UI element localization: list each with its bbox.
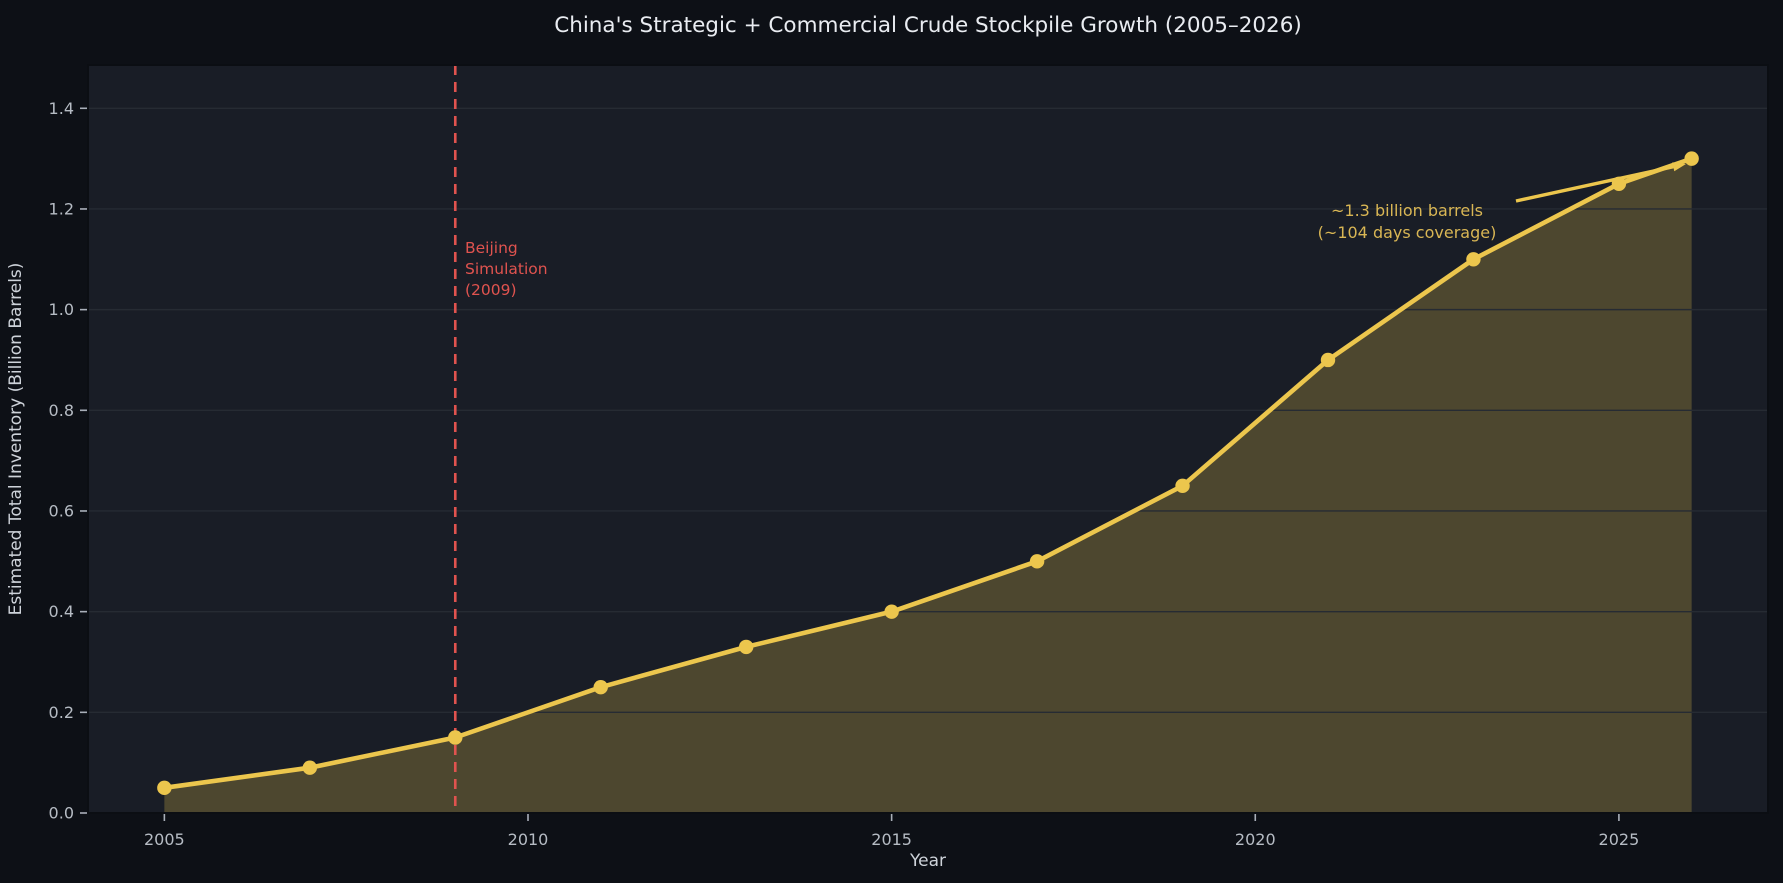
data-point-marker bbox=[884, 604, 899, 619]
x-tick-label: 2015 bbox=[871, 830, 912, 849]
y-tick-label: 0.2 bbox=[49, 703, 74, 722]
data-point-marker bbox=[302, 760, 318, 775]
stockpile-callout-label: ~1.3 billion barrels (~104 days coverage) bbox=[1318, 201, 1497, 242]
y-tick-label: 0.6 bbox=[49, 501, 74, 520]
beijing-simulation-vline-label: Beijing Simulation (2009) bbox=[465, 239, 548, 299]
y-axis-label: Estimated Total Inventory (Billion Barre… bbox=[6, 263, 26, 616]
x-tick-label: 2010 bbox=[508, 830, 549, 849]
y-tick-label: 0.0 bbox=[49, 804, 74, 823]
stockpile-callout-arrow-line bbox=[1515, 165, 1674, 203]
y-tick-label: 0.4 bbox=[49, 602, 74, 621]
y-tick-label: 1.4 bbox=[49, 99, 74, 118]
chart-title: China's Strategic + Commercial Crude Sto… bbox=[554, 13, 1302, 38]
y-tick-label: 1.0 bbox=[49, 300, 74, 319]
data-point-marker bbox=[448, 730, 463, 745]
y-tick-label: 0.8 bbox=[49, 401, 74, 420]
x-tick-label: 2025 bbox=[1599, 830, 1640, 849]
data-point-marker bbox=[157, 780, 172, 796]
trend-line bbox=[162, 156, 1694, 791]
data-point-marker bbox=[593, 679, 608, 695]
x-axis-label: Year bbox=[909, 851, 946, 871]
data-point-marker bbox=[1320, 352, 1336, 368]
plot-spines bbox=[87, 64, 1769, 814]
data-point-marker bbox=[1029, 554, 1045, 569]
chart-render-root: Beijing Simulation (2009) ~1.3 billion barr… bbox=[49, 64, 1769, 849]
area-fill bbox=[164, 158, 1692, 813]
x-tick-label: 2005 bbox=[144, 830, 185, 849]
data-point-marker bbox=[1466, 252, 1481, 267]
data-point-marker bbox=[738, 639, 754, 655]
data-point-marker bbox=[1175, 478, 1190, 494]
y-tick-label: 1.2 bbox=[49, 199, 74, 218]
stockpile-callout-arrow-head bbox=[1672, 162, 1686, 172]
plot-area bbox=[88, 65, 1768, 813]
data-point-marker bbox=[1684, 151, 1699, 166]
x-tick-label: 2020 bbox=[1235, 830, 1276, 849]
